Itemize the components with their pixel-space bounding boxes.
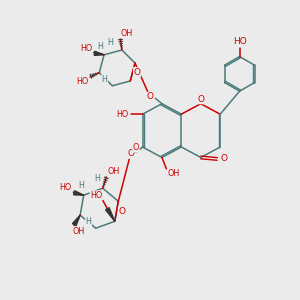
Text: OH: OH (120, 29, 133, 38)
Text: HO: HO (77, 76, 89, 85)
Text: H: H (85, 217, 91, 226)
Text: OH: OH (73, 227, 85, 236)
Text: O: O (220, 154, 227, 164)
Polygon shape (72, 215, 80, 226)
Text: O: O (118, 207, 125, 216)
Text: H: H (78, 181, 84, 190)
Text: O: O (133, 143, 139, 152)
Polygon shape (74, 191, 84, 195)
Text: HO: HO (116, 110, 128, 119)
Text: H: H (98, 42, 103, 51)
Text: O: O (134, 68, 141, 76)
Text: HO: HO (80, 44, 92, 53)
Text: O: O (197, 95, 204, 104)
Text: HO: HO (90, 191, 102, 200)
Text: H: H (102, 75, 108, 84)
Polygon shape (94, 51, 104, 56)
Text: H: H (94, 174, 100, 183)
Text: HO: HO (233, 37, 247, 46)
Text: HO: HO (59, 183, 71, 192)
Text: H: H (108, 38, 113, 47)
Text: O: O (127, 149, 134, 158)
Text: O: O (146, 92, 154, 101)
Text: OH: OH (107, 167, 119, 176)
Polygon shape (106, 208, 115, 221)
Text: OH: OH (168, 169, 180, 178)
